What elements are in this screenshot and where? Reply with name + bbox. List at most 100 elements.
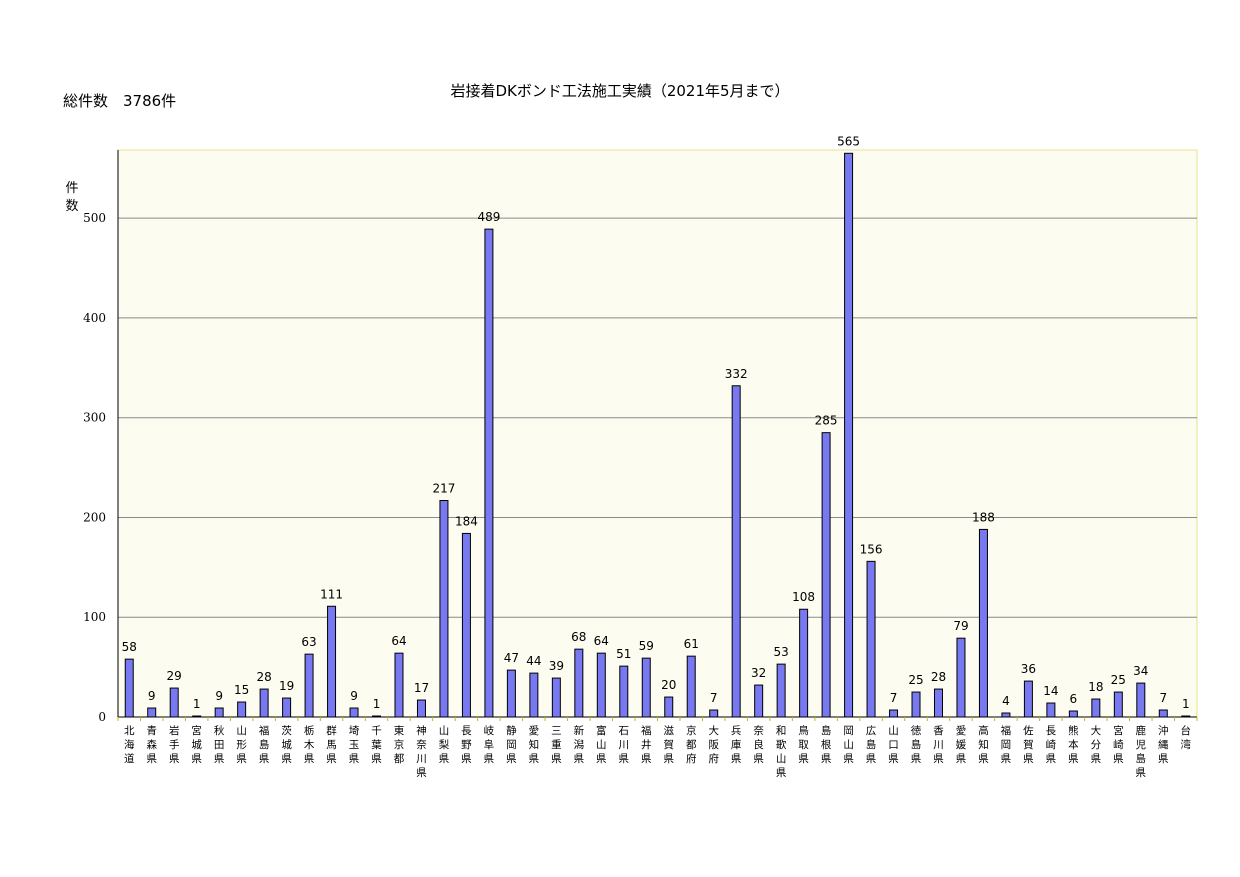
x-category-label: 静岡県 — [506, 724, 517, 765]
x-category-label: 宮城県 — [191, 724, 202, 765]
bar — [416, 699, 426, 718]
x-category-label: 長崎県 — [1046, 725, 1057, 765]
bar — [1068, 710, 1078, 718]
x-category-label: 愛媛県 — [956, 724, 967, 765]
bar — [664, 696, 674, 718]
bar — [169, 687, 179, 718]
data-label: 20 — [661, 678, 676, 692]
x-category-label: 福島県 — [259, 724, 270, 765]
bar — [933, 688, 943, 718]
bar — [1001, 712, 1011, 718]
data-label: 17 — [414, 681, 429, 695]
data-label: 1 — [1182, 697, 1190, 711]
bar — [214, 707, 224, 718]
x-category-label: 秋田県 — [214, 724, 225, 765]
bar — [799, 608, 809, 718]
bar — [709, 709, 719, 718]
y-tick-label: 300 — [83, 411, 106, 425]
x-category-label: 台湾 — [1181, 724, 1192, 751]
bar — [754, 684, 764, 718]
x-category-label: 群馬県 — [326, 724, 337, 765]
x-category-label: 福井県 — [641, 724, 652, 765]
x-category-label: 茨城県 — [281, 724, 292, 765]
bar — [844, 152, 854, 718]
bar — [889, 709, 899, 718]
x-category-label: 京都府 — [686, 724, 697, 765]
data-label: 9 — [215, 689, 223, 703]
bar — [956, 637, 966, 718]
bar — [372, 715, 382, 718]
x-category-label: 神奈川県 — [416, 724, 427, 779]
data-label: 25 — [908, 673, 923, 687]
bar — [1091, 698, 1101, 718]
data-label: 1 — [193, 697, 201, 711]
x-category-label: 千葉県 — [371, 725, 382, 765]
y-tick-label: 100 — [83, 610, 106, 624]
data-label: 9 — [350, 689, 358, 703]
x-category-label: 山形県 — [236, 725, 247, 765]
bar — [1023, 680, 1033, 718]
x-category-label: 奈良県 — [753, 724, 764, 765]
bar — [686, 655, 696, 718]
chart-title: 岩接着DKボンド工法施工実績（2021年5月まで） — [450, 82, 790, 100]
bar — [124, 658, 134, 718]
x-category-label: 大分県 — [1091, 724, 1102, 765]
x-category-label: 栃木県 — [304, 724, 315, 765]
data-label: 64 — [391, 634, 406, 648]
data-label: 111 — [320, 587, 343, 601]
data-label: 15 — [234, 683, 249, 697]
bar — [484, 228, 494, 718]
x-category-label: 滋賀県 — [663, 724, 674, 765]
data-label: 59 — [639, 639, 654, 653]
x-category-label: 香川県 — [933, 725, 944, 765]
data-label: 28 — [256, 670, 271, 684]
bar — [147, 707, 157, 718]
data-label: 61 — [684, 637, 699, 651]
x-category-label: 宮崎県 — [1113, 724, 1124, 765]
data-label: 7 — [1159, 691, 1167, 705]
x-category-label: 新潟県 — [574, 724, 585, 765]
x-category-label: 東京都 — [394, 724, 405, 765]
data-label: 489 — [477, 210, 500, 224]
x-category-label: 高知県 — [978, 724, 989, 765]
data-label: 188 — [972, 510, 995, 524]
bar — [574, 648, 584, 718]
y-tick-label: 400 — [83, 311, 106, 325]
data-label: 14 — [1043, 684, 1058, 698]
data-label: 18 — [1088, 680, 1103, 694]
bar — [641, 657, 651, 718]
x-category-label: 熊本県 — [1068, 724, 1079, 765]
x-category-label: 福岡県 — [1001, 724, 1012, 765]
data-label: 25 — [1111, 673, 1126, 687]
bar — [192, 715, 202, 718]
data-label: 28 — [931, 670, 946, 684]
y-axis-ticks: 0 100 200 300 400 500 — [83, 211, 106, 724]
data-label: 47 — [504, 651, 519, 665]
data-label: 64 — [594, 634, 609, 648]
bar — [978, 528, 988, 718]
bar — [911, 691, 921, 718]
y-tick-label: 500 — [83, 211, 106, 225]
data-label: 332 — [725, 367, 748, 381]
x-category-label: 岩手県 — [169, 724, 180, 765]
x-category-label: 山口県 — [888, 725, 899, 765]
bar — [394, 652, 404, 718]
bar — [866, 560, 876, 718]
data-label: 108 — [792, 590, 815, 604]
data-label: 19 — [279, 679, 294, 693]
data-label: 36 — [1021, 662, 1036, 676]
data-label: 184 — [455, 514, 478, 528]
bars — [124, 152, 1191, 718]
x-category-label: 愛知県 — [529, 724, 540, 765]
bar — [1158, 709, 1168, 718]
y-axis-title: 件数 — [65, 181, 78, 214]
plot-area — [117, 149, 1198, 718]
data-label: 7 — [890, 691, 898, 705]
data-label: 217 — [432, 481, 455, 495]
x-category-label: 石川県 — [619, 725, 630, 765]
x-category-label: 富山県 — [596, 724, 607, 765]
data-label: 63 — [301, 635, 316, 649]
x-category-label: 兵庫県 — [731, 724, 742, 765]
